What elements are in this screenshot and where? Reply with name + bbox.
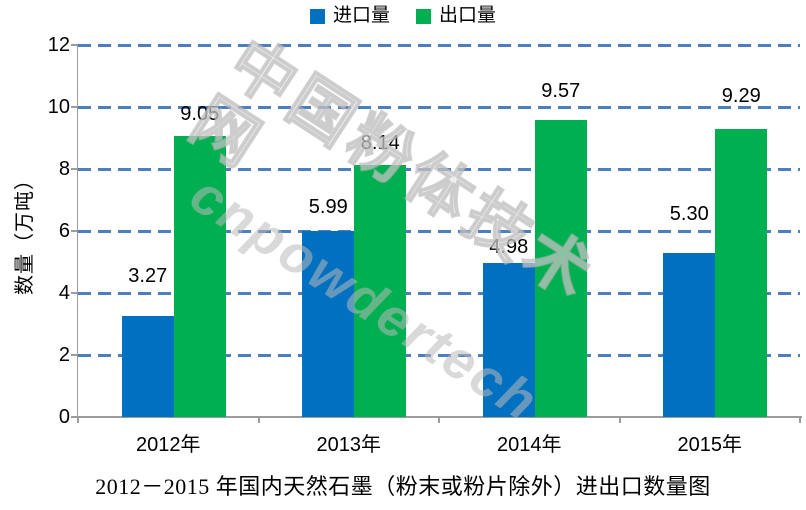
gridline-y12 bbox=[78, 44, 800, 47]
x-tick-mark-4 bbox=[799, 417, 801, 423]
legend-swatch-import-icon bbox=[309, 8, 325, 24]
bar-import-2012年 bbox=[121, 316, 174, 417]
x-tick-label-2015年: 2015年 bbox=[677, 434, 743, 456]
bar-import-2013年 bbox=[302, 231, 355, 417]
y-tick-label-0: 0 bbox=[58, 406, 70, 428]
y-tick-label-4: 4 bbox=[58, 282, 70, 304]
bar-import-2015年 bbox=[663, 253, 716, 417]
y-tick-mark-10 bbox=[71, 106, 78, 108]
legend: 进口量 出口量 bbox=[0, 5, 806, 27]
bar-export-2014年 bbox=[534, 120, 587, 417]
y-tick-label-8: 8 bbox=[58, 158, 70, 180]
chart-title: 2012－2015 年国内天然石墨（粉末或粉片除外）进出口数量图 bbox=[95, 474, 711, 499]
y-tick-label-12: 12 bbox=[47, 34, 70, 56]
bar-export-2012年 bbox=[173, 136, 226, 417]
legend-item-export: 出口量 bbox=[416, 5, 496, 27]
legend-label-export: 出口量 bbox=[439, 5, 497, 26]
y-tick-mark-8 bbox=[71, 168, 78, 170]
x-tick-label-2014年: 2014年 bbox=[497, 434, 562, 456]
x-tick-label-2013年: 2013年 bbox=[316, 434, 382, 456]
gridline-y4 bbox=[78, 292, 800, 295]
x-tick-label-2012年: 2012年 bbox=[136, 434, 201, 456]
x-tick-mark-1 bbox=[257, 417, 260, 423]
y-tick-mark-2 bbox=[71, 354, 78, 356]
bar-label-import-2013年: 5.99 bbox=[308, 196, 348, 218]
y-tick-mark-4 bbox=[71, 292, 78, 294]
x-axis-line bbox=[72, 416, 802, 418]
y-axis-title: 数量（万吨） bbox=[14, 169, 36, 295]
gridline-y8 bbox=[78, 168, 800, 171]
y-tick-mark-6 bbox=[71, 230, 78, 232]
y-tick-mark-12 bbox=[71, 44, 78, 46]
bar-export-2015年 bbox=[715, 129, 768, 417]
y-tick-mark-0 bbox=[71, 416, 78, 418]
gridline-y6 bbox=[78, 230, 800, 233]
bar-label-export-2013年: 8.14 bbox=[360, 132, 400, 154]
bar-label-export-2012年: 9.05 bbox=[180, 103, 220, 125]
bar-label-import-2014年: 4.98 bbox=[489, 236, 529, 258]
gridline-y2 bbox=[78, 354, 800, 357]
bar-label-export-2014年: 9.57 bbox=[541, 80, 581, 102]
x-tick-mark-0 bbox=[77, 417, 79, 423]
plot-area: 3.27 9.05 5.99 8.14 4.98 9.57 5.30 9.29 bbox=[78, 44, 800, 417]
legend-item-import: 进口量 bbox=[309, 5, 390, 27]
y-tick-label-10: 10 bbox=[47, 96, 70, 118]
legend-swatch-export-icon bbox=[416, 8, 431, 24]
legend-label-import: 进口量 bbox=[332, 5, 390, 26]
bar-import-2014年 bbox=[482, 263, 535, 417]
x-tick-mark-2 bbox=[438, 417, 440, 423]
y-tick-label-6: 6 bbox=[58, 220, 70, 242]
y-tick-label-2: 2 bbox=[58, 344, 70, 366]
gridline-y10 bbox=[78, 106, 800, 109]
bar-label-export-2015年: 9.29 bbox=[721, 85, 761, 107]
bar-label-import-2012年: 3.27 bbox=[128, 265, 168, 287]
x-tick-mark-3 bbox=[618, 417, 621, 423]
bar-label-import-2015年: 5.30 bbox=[669, 203, 709, 225]
bar-export-2013年 bbox=[354, 165, 407, 417]
